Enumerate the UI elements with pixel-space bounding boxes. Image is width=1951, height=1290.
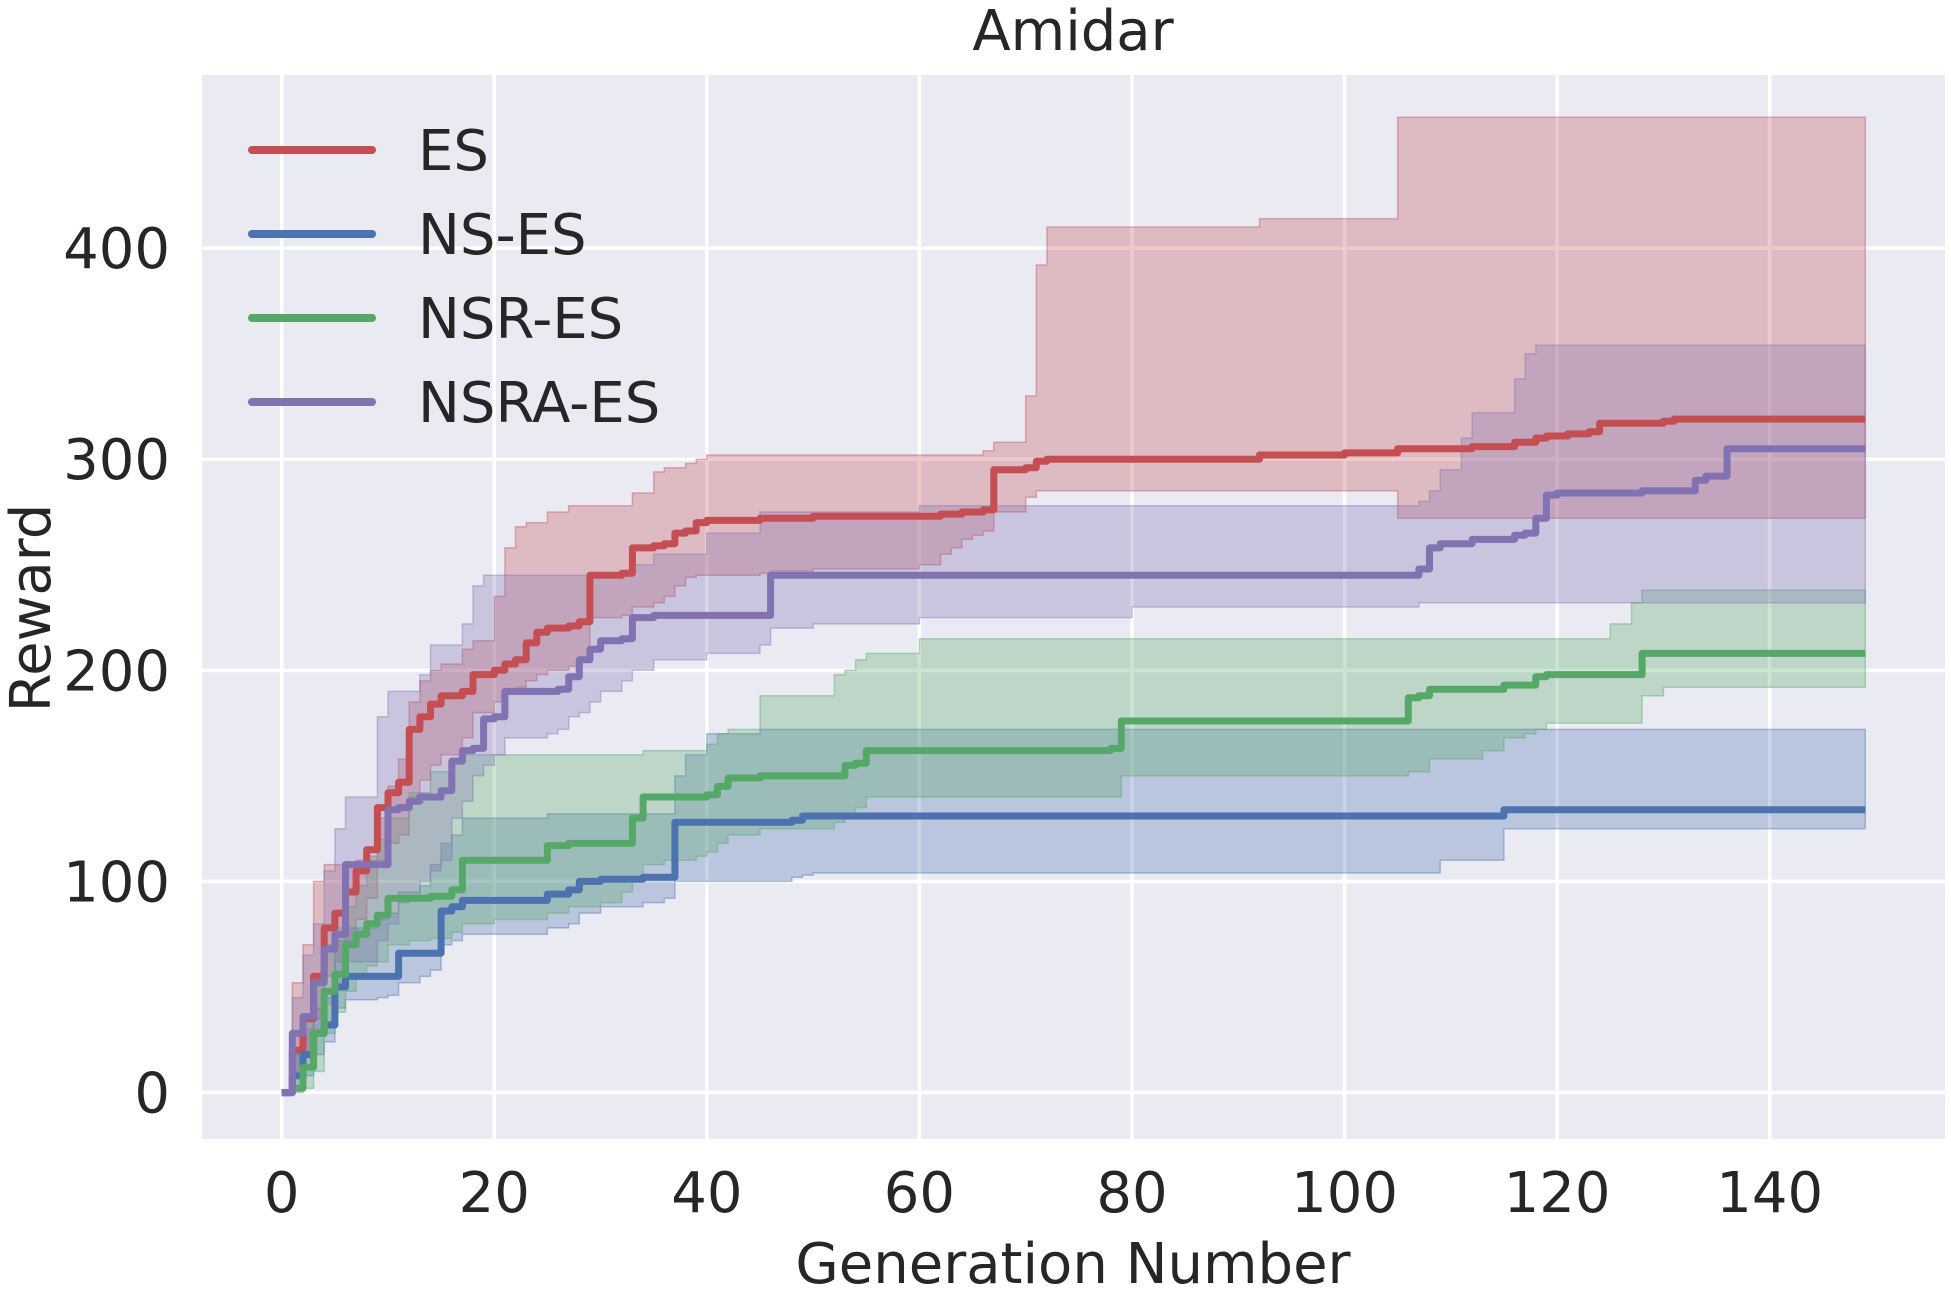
line-es (281, 415, 1866, 1097)
x-tick-labels: 0 20 40 60 80 100 120 140 (264, 1161, 1823, 1226)
y-tick-300: 300 (63, 428, 170, 493)
x-tick-100: 100 (1291, 1161, 1398, 1226)
x-tick-20: 20 (459, 1161, 530, 1226)
legend-label-es: ES (418, 119, 489, 184)
y-tick-200: 200 (63, 639, 170, 704)
chart-title: Amidar (972, 0, 1174, 64)
legend-label-ns-es: NS-ES (418, 203, 587, 268)
series-lines (281, 415, 1866, 1097)
y-tick-labels: 0 100 200 300 400 (63, 217, 170, 1126)
y-axis-label: Reward (0, 504, 64, 713)
y-tick-0: 0 (134, 1062, 170, 1127)
grid (202, 75, 1945, 1139)
x-tick-60: 60 (884, 1161, 955, 1226)
legend-label-nsr-es: NSR-ES (418, 287, 623, 352)
y-tick-400: 400 (63, 217, 170, 282)
line-nsr-es (281, 649, 1866, 1097)
y-tick-100: 100 (63, 850, 170, 915)
x-tick-80: 80 (1096, 1161, 1167, 1226)
x-tick-120: 120 (1504, 1161, 1611, 1226)
x-tick-40: 40 (671, 1161, 742, 1226)
legend: ES NS-ES NSR-ES NSRA-ES (248, 119, 660, 436)
legend-label-nsra-es: NSRA-ES (418, 371, 660, 436)
band-nsra-es (281, 344, 1867, 1094)
band-nsr-es (281, 589, 1867, 1094)
plot-background (202, 75, 1945, 1139)
line-nsra-es (281, 445, 1866, 1097)
x-tick-0: 0 (264, 1161, 300, 1226)
band-es (281, 116, 1867, 1094)
x-axis-label: Generation Number (795, 1232, 1351, 1290)
x-tick-140: 140 (1716, 1161, 1823, 1226)
